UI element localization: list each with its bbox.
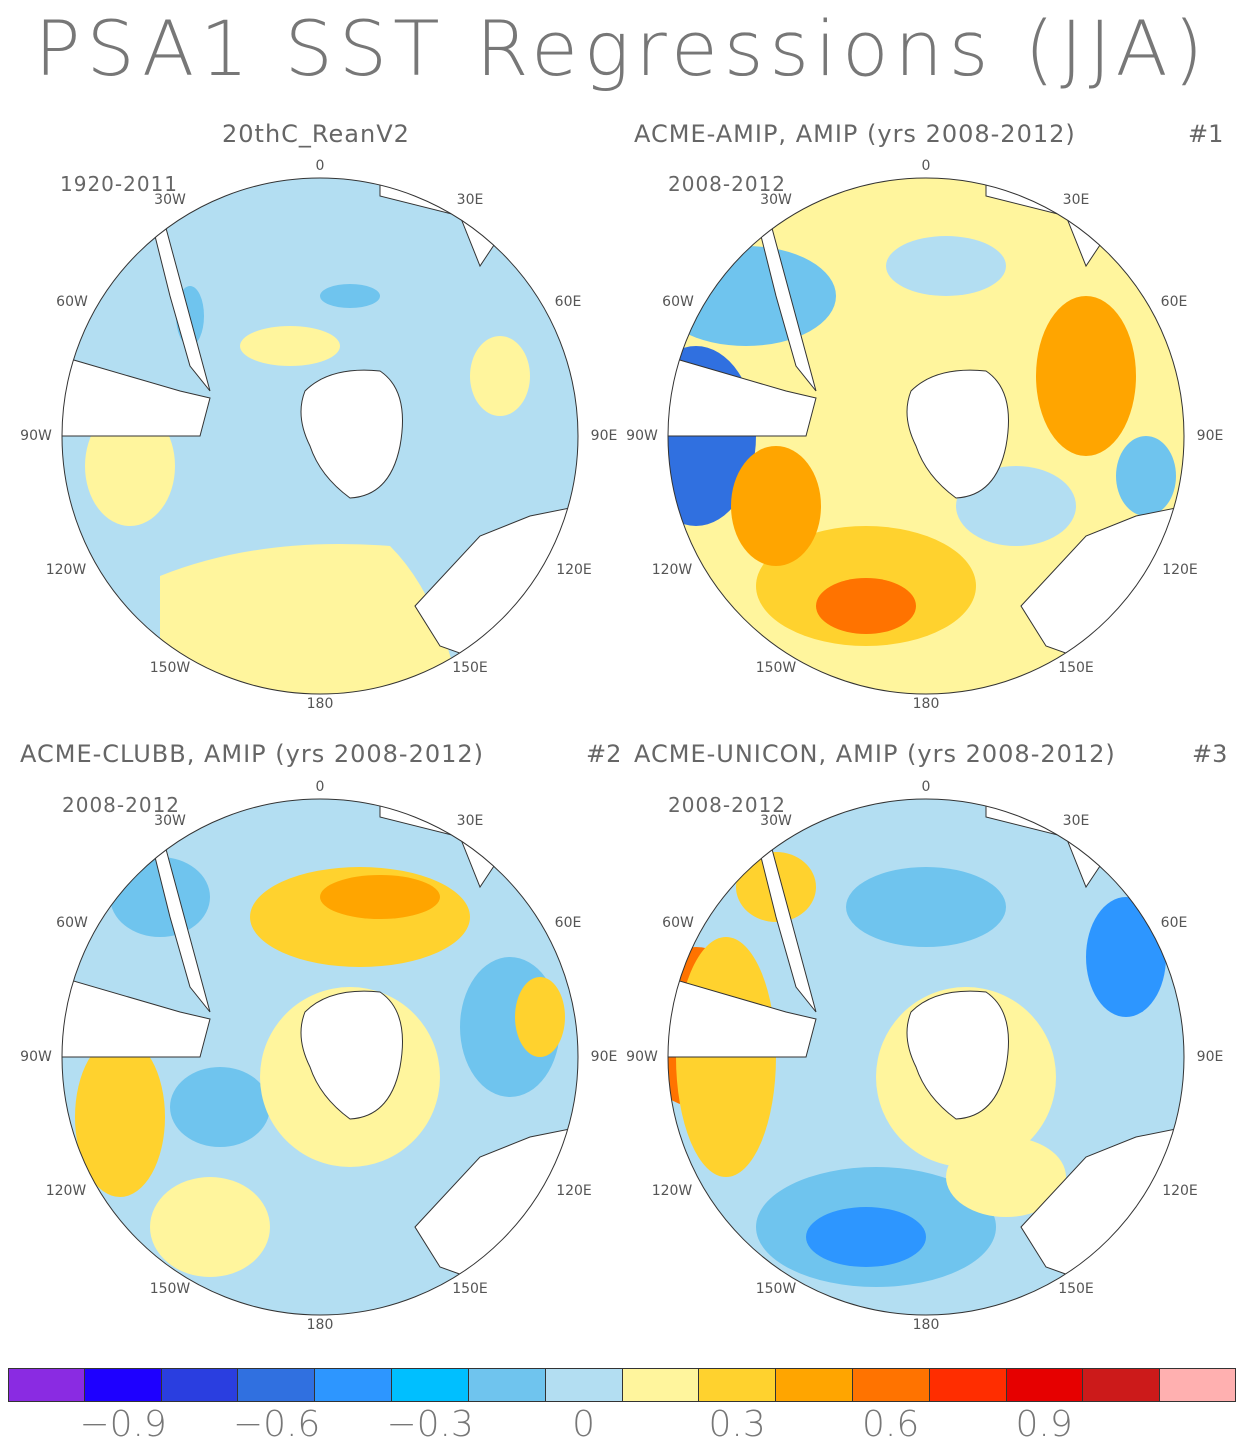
panel-1-title: 20thC_ReanV2: [222, 120, 410, 148]
lon-label-l3: 120W: [651, 562, 693, 578]
lon-label-l2: 90W: [20, 428, 52, 444]
colorbar-swatch: [699, 1368, 777, 1402]
panel-3-title: ACME-CLUBB, AMIP (yrs 2008-2012): [20, 740, 485, 768]
lon-label-r1: 60E: [1160, 915, 1188, 931]
lon-label-l2: 90W: [626, 428, 658, 444]
lon-label-l3: 120W: [651, 1183, 693, 1199]
lon-label-r2: 90E: [590, 428, 618, 444]
lon-label-l3: 120W: [45, 562, 87, 578]
panel-3-map: [61, 798, 579, 1316]
lon-label-top: 0: [921, 158, 931, 174]
lon-label-l2: 90W: [626, 1049, 658, 1065]
lon-label-l1: 60W: [662, 915, 694, 931]
lon-label-l2: 90W: [20, 1049, 52, 1065]
colorbar-swatch: [238, 1368, 316, 1402]
panel-2-period: 2008-2012: [668, 172, 787, 196]
panel-4-number: #3: [1192, 740, 1228, 768]
lon-label-tl: 30W: [760, 192, 792, 208]
lon-label-bottom: 180: [912, 1317, 940, 1333]
lon-label-top: 0: [315, 779, 325, 795]
lon-label-r3: 120E: [556, 1183, 592, 1199]
colorbar-swatch: [852, 1368, 930, 1402]
lon-label-r3: 120E: [1162, 1183, 1198, 1199]
colorbar-swatch: [1083, 1368, 1161, 1402]
lon-label-l4: 150W: [149, 660, 191, 676]
lon-label-r4: 150E: [1058, 660, 1094, 676]
lon-label-l1: 60W: [56, 915, 88, 931]
panel-2-map: [667, 177, 1185, 695]
lon-label-top: 0: [315, 158, 325, 174]
lon-label-tl: 30W: [154, 192, 186, 208]
lon-label-l1: 60W: [56, 294, 88, 310]
lon-label-bottom: 180: [912, 696, 940, 712]
lon-label-l4: 150W: [755, 660, 797, 676]
lon-label-tl: 30W: [760, 813, 792, 829]
lon-label-bottom: 180: [306, 696, 334, 712]
colorbar-swatch: [776, 1368, 853, 1402]
colorbar-swatch: [545, 1368, 623, 1402]
lon-label-tr: 30E: [1062, 813, 1090, 829]
colorbar-swatch: [84, 1368, 162, 1402]
colorbar-swatch: [8, 1368, 85, 1402]
colorbar-swatch: [1006, 1368, 1084, 1402]
lon-label-r1: 60E: [1160, 294, 1188, 310]
lon-label-r2: 90E: [1196, 1049, 1224, 1065]
colorbar-tick-label: −0.9: [79, 1404, 167, 1445]
panel-2-number: #1: [1188, 120, 1224, 148]
figure-title: PSA1 SST Regressions (JJA): [34, 4, 1210, 93]
panel-4-title: ACME-UNICON, AMIP (yrs 2008-2012): [634, 740, 1116, 768]
panel-1-map: [61, 177, 579, 695]
lon-label-r4: 150E: [452, 1281, 488, 1297]
panel-4-period: 2008-2012: [668, 793, 787, 817]
colorbar-tick-label: 0.3: [708, 1404, 766, 1445]
panel-3-period: 2008-2012: [62, 793, 181, 817]
colorbar-tick-label: −0.6: [232, 1404, 321, 1445]
lon-label-r2: 90E: [1196, 428, 1224, 444]
colorbar-tick-label: 0.6: [861, 1404, 920, 1445]
colorbar-swatch: [1160, 1368, 1236, 1402]
colorbar-swatch: [315, 1368, 393, 1402]
lon-label-r3: 120E: [556, 562, 592, 578]
panel-3-number: #2: [586, 740, 622, 768]
colorbar-swatch: [622, 1368, 700, 1402]
lon-label-r4: 150E: [452, 660, 488, 676]
lon-label-r1: 60E: [554, 294, 582, 310]
lon-label-l1: 60W: [662, 294, 694, 310]
panel-4-map: [667, 798, 1185, 1316]
lon-label-l4: 150W: [149, 1281, 191, 1297]
lon-label-r2: 90E: [590, 1049, 618, 1065]
lon-label-r4: 150E: [1058, 1281, 1094, 1297]
lon-label-l4: 150W: [755, 1281, 797, 1297]
colorbar-swatch: [161, 1368, 239, 1402]
colorbar-tick-label: 0: [572, 1404, 596, 1445]
panel-2-title: ACME-AMIP, AMIP (yrs 2008-2012): [634, 120, 1076, 148]
lon-label-l3: 120W: [45, 1183, 87, 1199]
lon-label-tr: 30E: [456, 813, 484, 829]
lon-label-r3: 120E: [1162, 562, 1198, 578]
lon-label-top: 0: [921, 779, 931, 795]
colorbar-swatch: [392, 1368, 469, 1402]
colorbar-tick-label: 0.9: [1015, 1404, 1073, 1445]
lon-label-tr: 30E: [456, 192, 484, 208]
lon-label-bottom: 180: [306, 1317, 334, 1333]
colorbar: [8, 1368, 1236, 1402]
lon-label-r1: 60E: [554, 915, 582, 931]
colorbar-swatch: [468, 1368, 546, 1402]
colorbar-swatch: [929, 1368, 1007, 1402]
panel-1-period: 1920-2011: [60, 172, 179, 196]
lon-label-tr: 30E: [1062, 192, 1090, 208]
lon-label-tl: 30W: [154, 813, 186, 829]
colorbar-tick-label: −0.3: [386, 1404, 474, 1445]
